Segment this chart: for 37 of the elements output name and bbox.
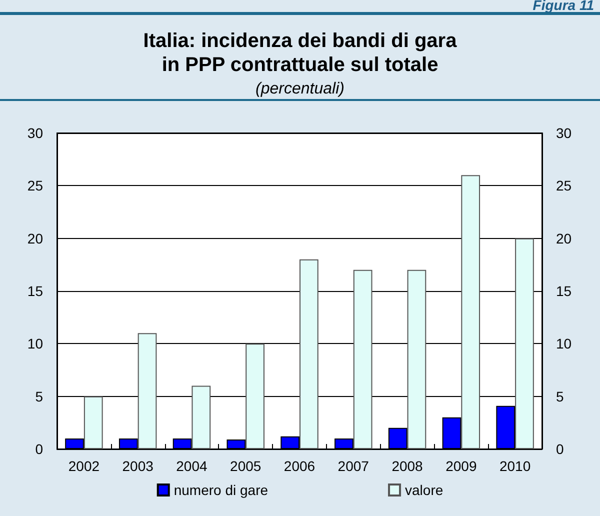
y2-tick-label: 30	[556, 125, 572, 141]
chart-subtitle: (percentuali)	[256, 80, 344, 98]
bar	[300, 259, 318, 449]
y2-tick-label: 0	[556, 441, 564, 457]
y2-tick-label: 5	[556, 388, 564, 404]
y2-tick-label: 20	[556, 230, 572, 246]
bar	[407, 270, 426, 449]
y-tick-label: 10	[27, 336, 44, 352]
x-tick-label: 2009	[446, 458, 477, 474]
chart-title: Italia: incidenza dei bandi di gara in PPP contrattuale sul totale	[143, 30, 458, 76]
y-tick-label: 5	[35, 388, 44, 404]
bar	[515, 238, 534, 449]
bar	[353, 270, 372, 449]
bar	[138, 333, 157, 449]
bar	[84, 396, 103, 449]
x-tick-label: 2005	[230, 458, 262, 474]
legend-label: numero di gare	[174, 482, 268, 498]
bar	[192, 386, 211, 449]
y-tick-label: 25	[27, 178, 44, 194]
bar	[246, 344, 264, 449]
y-tick-label: 30	[27, 125, 44, 141]
bar	[461, 175, 480, 449]
y-tick-label: 15	[27, 283, 44, 299]
x-tick-label: 2003	[122, 458, 154, 474]
x-tick-label: 2004	[176, 458, 208, 474]
y2-tick-label: 25	[556, 178, 572, 194]
y-tick-label: 20	[27, 230, 44, 246]
x-tick-label: 2006	[284, 458, 316, 474]
x-tick-label: 2002	[68, 458, 100, 474]
text: Figura 11	[532, 0, 594, 13]
x-tick-label: 2007	[338, 458, 370, 474]
legend-label: valore	[405, 482, 444, 498]
y2-tick-label: 15	[556, 283, 572, 299]
x-tick-label: 2010	[499, 458, 531, 474]
y-tick-label: 0	[35, 441, 44, 457]
x-tick-label: 2008	[392, 458, 424, 474]
y2-tick-label: 10	[556, 336, 572, 352]
